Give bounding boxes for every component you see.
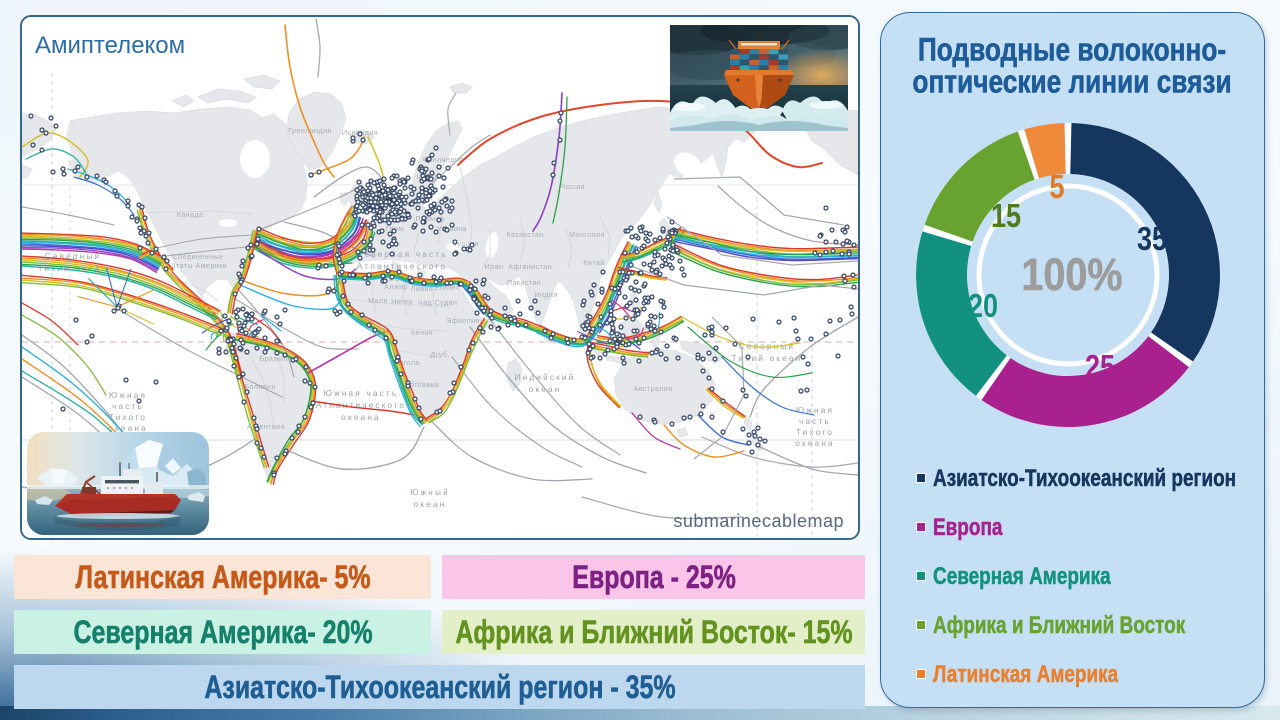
svg-text:Южная: Южная bbox=[796, 406, 834, 415]
svg-text:Чад: Чад bbox=[418, 298, 433, 307]
svg-text:Тихий океан: Тихий океан bbox=[732, 354, 803, 363]
svg-text:Южная часть: Южная часть bbox=[324, 389, 399, 398]
svg-text:Индийский: Индийский bbox=[515, 373, 576, 382]
svg-text:Иран: Иран bbox=[485, 262, 504, 271]
svg-text:Пакистан: Пакистан bbox=[507, 278, 541, 287]
svg-text:Кения: Кения bbox=[411, 328, 433, 337]
svg-text:часть: часть bbox=[799, 417, 831, 426]
svg-text:Ангола: Ангола bbox=[394, 358, 420, 367]
svg-text:Атлантического: Атлантического bbox=[357, 262, 447, 271]
svg-text:Северный: Северный bbox=[45, 252, 101, 261]
svg-text:Ботсвана: Ботсвана bbox=[405, 380, 439, 389]
svg-text:океана: океана bbox=[108, 424, 148, 433]
svg-text:Алжир: Алжир bbox=[384, 282, 408, 291]
svg-text:Канада: Канада bbox=[177, 210, 204, 219]
svg-text:Герм.: Герм. bbox=[386, 224, 406, 233]
svg-text:Австралия: Австралия bbox=[633, 384, 672, 393]
svg-text:Тихий океан: Тихий океан bbox=[38, 264, 109, 273]
svg-text:Тихого: Тихого bbox=[796, 428, 834, 437]
svg-text:Мали: Мали bbox=[368, 296, 388, 305]
svg-text:Афганистан: Афганистан bbox=[508, 262, 552, 271]
svg-text:Судан: Судан bbox=[435, 298, 458, 307]
svg-text:Южная: Южная bbox=[109, 391, 147, 400]
svg-text:Штаты Америки: Штаты Америки bbox=[169, 261, 227, 270]
svg-text:Финляндия: Финляндия bbox=[422, 155, 463, 164]
svg-text:Соединенные: Соединенные bbox=[173, 252, 224, 261]
svg-text:Индия: Индия bbox=[534, 290, 557, 299]
svg-text:Аргентина: Аргентина bbox=[247, 422, 285, 431]
svg-text:Россия: Россия bbox=[559, 182, 585, 191]
svg-text:Северная часть: Северная часть bbox=[356, 250, 447, 259]
svg-text:океана: океана bbox=[795, 439, 835, 448]
svg-text:Монголия: Монголия bbox=[569, 230, 605, 239]
svg-text:Турция: Турция bbox=[453, 239, 479, 248]
svg-text:Китай: Китай bbox=[583, 258, 604, 267]
svg-text:Атлантического: Атлантического bbox=[316, 401, 406, 410]
svg-text:Южный: Южный bbox=[410, 488, 450, 497]
svg-text:океана: океана bbox=[341, 413, 381, 422]
svg-text:Польша: Польша bbox=[415, 214, 444, 223]
svg-text:Нигер: Нигер bbox=[391, 297, 413, 306]
svg-text:Бразилия: Бразилия bbox=[259, 354, 294, 363]
svg-text:Эфиопия: Эфиопия bbox=[446, 316, 480, 325]
svg-text:океан: океан bbox=[414, 500, 447, 509]
svg-text:Ливия: Ливия bbox=[411, 284, 433, 293]
svg-text:Казахстан: Казахстан bbox=[506, 230, 543, 239]
svg-text:Египет: Египет bbox=[435, 283, 460, 292]
svg-text:океан: океан bbox=[529, 385, 562, 394]
svg-text:Украина: Украина bbox=[437, 224, 467, 233]
svg-text:Дгуб.: Дгуб. bbox=[430, 350, 449, 359]
svg-text:часть: часть bbox=[112, 402, 144, 411]
svg-text:Тихого: Тихого bbox=[109, 413, 147, 422]
